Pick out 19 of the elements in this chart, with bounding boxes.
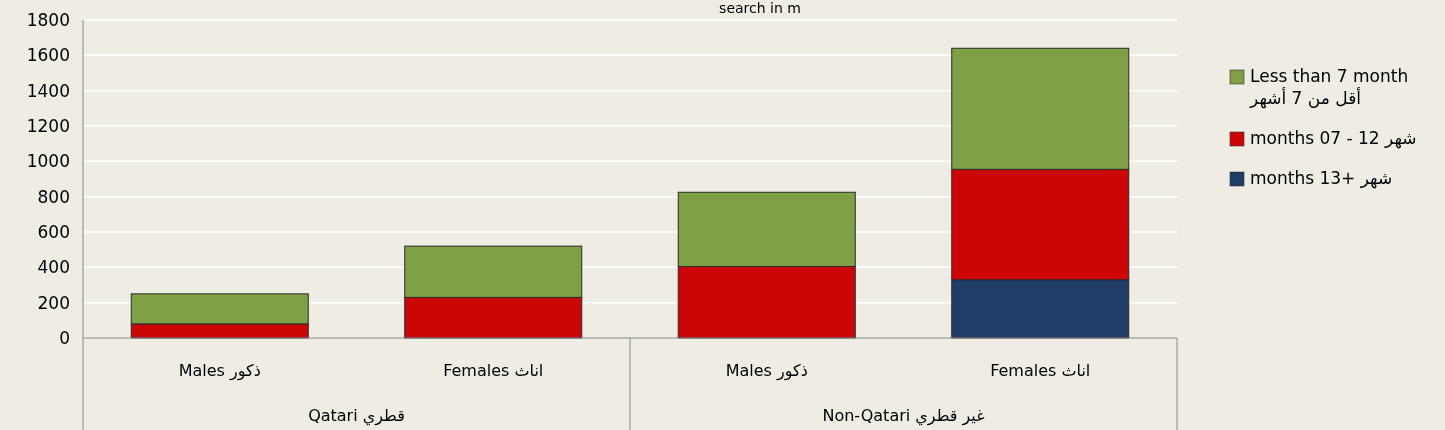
y-tick-label: 200 [37,292,70,313]
legend-label: months 07 - 12 شهر [1250,128,1417,149]
y-tick-label: 1800 [26,10,70,30]
y-tick-label: 1200 [26,116,70,136]
text: Non-Qatari غير قطري [822,406,985,426]
y-tick-label: 600 [37,222,70,242]
y-tick-label: 400 [37,257,70,278]
x-tick-label: Females اناث [990,361,1091,380]
y-tick-label: 1000 [26,151,70,172]
x-tick-label: Males ذكور [178,361,261,381]
x-tick-label: Females اناث [443,361,544,380]
y-tick-label: 0 [59,328,70,348]
chart-title: search in m [719,0,801,16]
x-tick-label: Males ذكور [725,361,808,381]
y-tick-label: 1600 [26,45,70,66]
legend-label: months 13+ شهر [1250,168,1393,189]
y-tick-label: 800 [37,186,70,207]
text: Qatari قطري [308,406,405,426]
y-tick-label: 1400 [26,80,70,101]
